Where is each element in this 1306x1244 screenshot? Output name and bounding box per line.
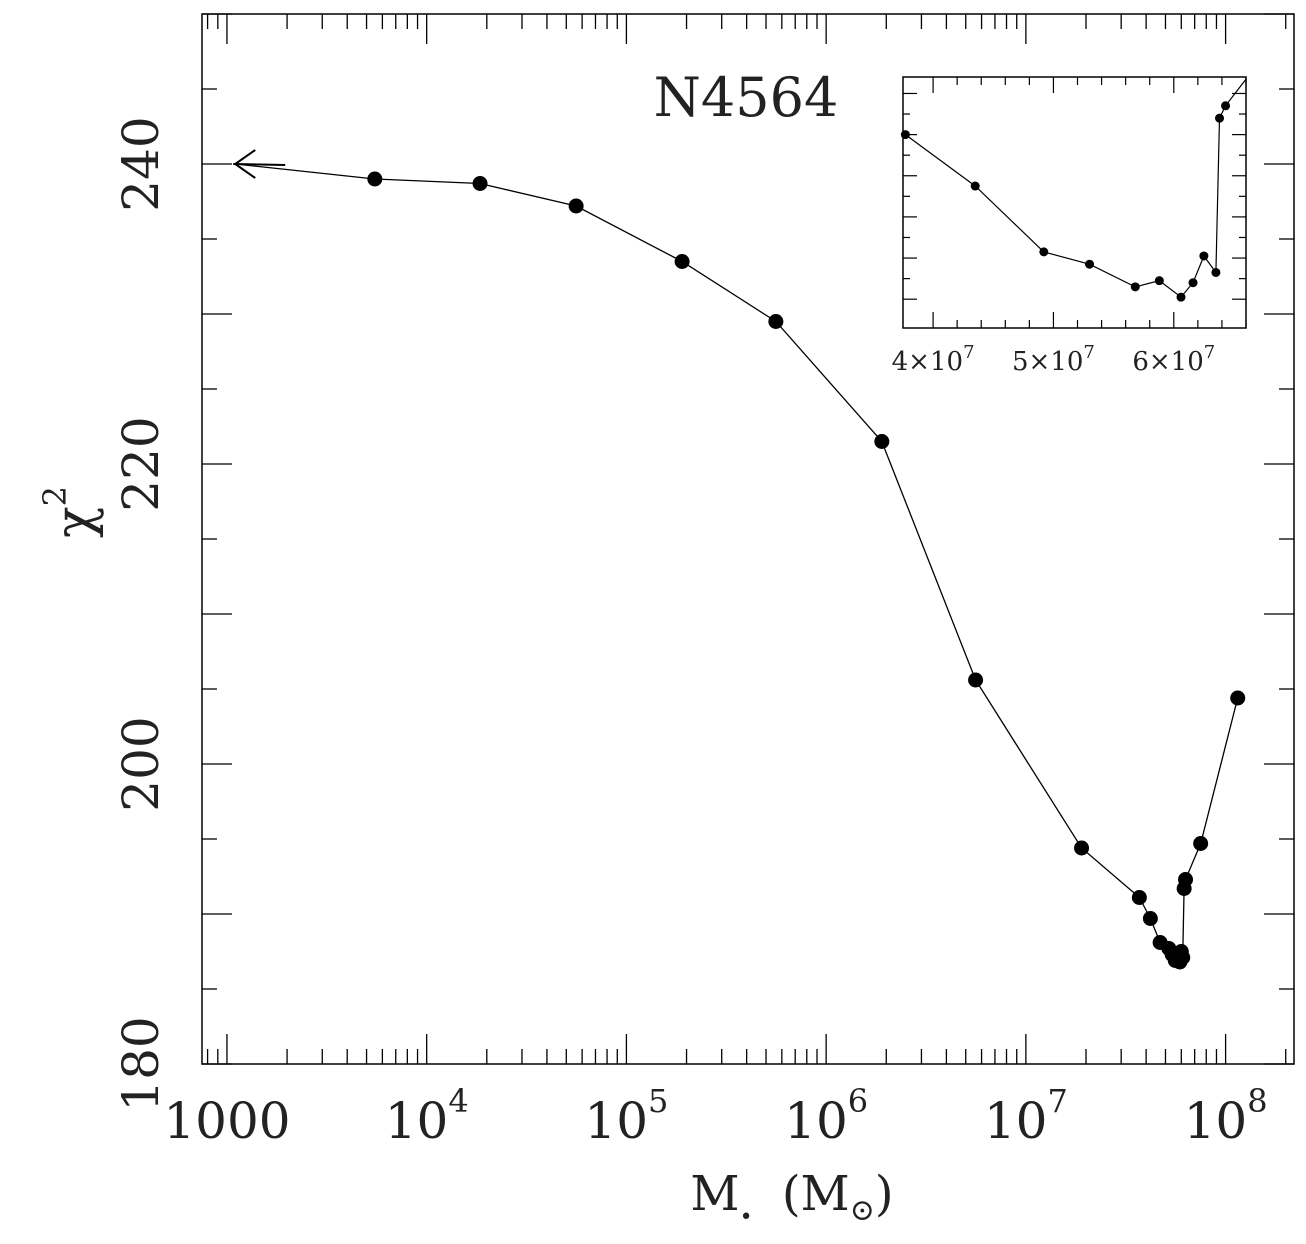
- y-tick-labels: 180 200 220 240: [112, 116, 170, 1111]
- data-point: [472, 176, 488, 191]
- x-tick-label: 107: [984, 1082, 1068, 1150]
- data-point: [568, 198, 584, 214]
- inset-x-tick-label: 5×107: [1012, 342, 1095, 377]
- upper-limit-arrow-head: [233, 149, 256, 179]
- chart-title: N4564: [654, 66, 839, 129]
- inset-data-point: [1199, 251, 1209, 261]
- axis-ticks: [202, 13, 1294, 1065]
- y-tick-label: 200: [112, 716, 170, 811]
- data-point: [768, 314, 784, 329]
- y-tick-label-group: 200: [112, 716, 170, 811]
- inset-data-point: [1154, 276, 1164, 286]
- upper-limit-arrow-shaft: [233, 163, 286, 166]
- y-tick-label: 180: [112, 1016, 170, 1111]
- x-tick-labels: 1000 104 105 106 107 108: [163, 1082, 1267, 1150]
- y-tick-label-group: 240: [112, 116, 170, 211]
- inset-data-point: [1188, 278, 1198, 288]
- data-point: [1074, 840, 1090, 856]
- inset-data-point: [1221, 101, 1231, 111]
- data-point: [1142, 911, 1158, 926]
- y-axis-label: χ2: [36, 486, 105, 538]
- inset-data-point: [1130, 282, 1140, 292]
- inset-x-tick-label: 4×107: [892, 342, 975, 377]
- x-axis-label: M• (M⊙): [690, 1166, 893, 1230]
- inset-data-point: [900, 130, 910, 140]
- data-point: [1193, 836, 1209, 851]
- inset-x-tick-labels: 4×107 5×107 6×107: [892, 342, 1216, 377]
- inset-data-point: [970, 181, 980, 191]
- inset-x-tick-label: 6×107: [1132, 342, 1215, 377]
- inset-data-point: [1085, 259, 1095, 269]
- x-tick-label: 104: [385, 1082, 469, 1150]
- data-point: [1230, 690, 1246, 706]
- x-tick-label: 1000: [163, 1092, 290, 1150]
- inset-series: [900, 78, 1247, 302]
- x-tick-label: 105: [584, 1082, 668, 1150]
- data-point: [1175, 950, 1191, 965]
- inset-data-point: [1176, 292, 1186, 302]
- inset-data-point: [1039, 247, 1049, 257]
- y-tick-label: 220: [112, 416, 170, 511]
- x-tick-label: 108: [1184, 1082, 1268, 1150]
- data-point: [367, 171, 383, 187]
- x-tick-label: 106: [784, 1082, 868, 1150]
- series-main: [233, 149, 1246, 970]
- inset-chart: 4×107 5×107 6×107: [892, 76, 1247, 377]
- data-point: [968, 672, 984, 688]
- inset-frame: [902, 76, 1247, 329]
- y-tick-label-group: 220: [112, 416, 170, 511]
- y-tick-label: 240: [112, 116, 170, 211]
- inset-data-point: [1211, 267, 1221, 277]
- y-tick-label-group: 180: [112, 1016, 170, 1111]
- data-point: [1131, 890, 1147, 905]
- data-point: [1178, 872, 1194, 887]
- data-point: [874, 434, 890, 449]
- inset-data-point: [1215, 113, 1225, 123]
- data-point: [674, 254, 690, 269]
